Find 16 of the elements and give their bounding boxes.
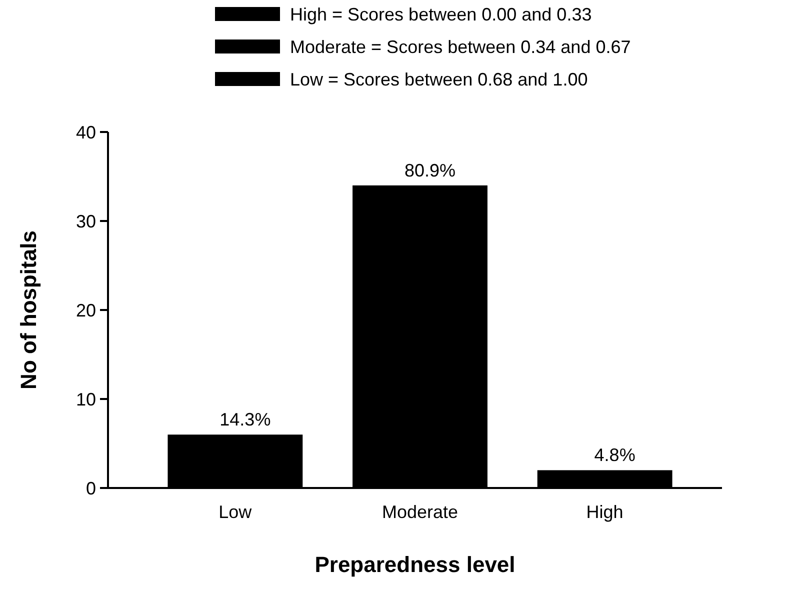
annotation: 80.9% [404,160,456,180]
x-tick-label: High [586,502,624,522]
y-tick-label: 40 [76,122,96,142]
y-tick-label: 20 [76,300,96,320]
annotation: 4.8% [594,445,636,466]
x-axis-title: Preparedness level [314,552,516,577]
annotation: 14.3% [220,410,271,430]
y-tick-label: 0 [86,478,96,498]
y-tick-label: 30 [76,211,96,232]
x-tick-label: Moderate [382,502,458,522]
legend-label: Moderate = Scores between 0.34 and 0.67 [290,36,631,57]
legend-label: High = Scores between 0.00 and 0.33 [290,4,592,24]
y-tick-label: 10 [76,389,96,410]
x-tick-label: Low [218,502,253,522]
legend-label: Low = Scores between 0.68 and 1.00 [290,69,588,90]
y-axis-title: No of hospitals [16,230,41,390]
